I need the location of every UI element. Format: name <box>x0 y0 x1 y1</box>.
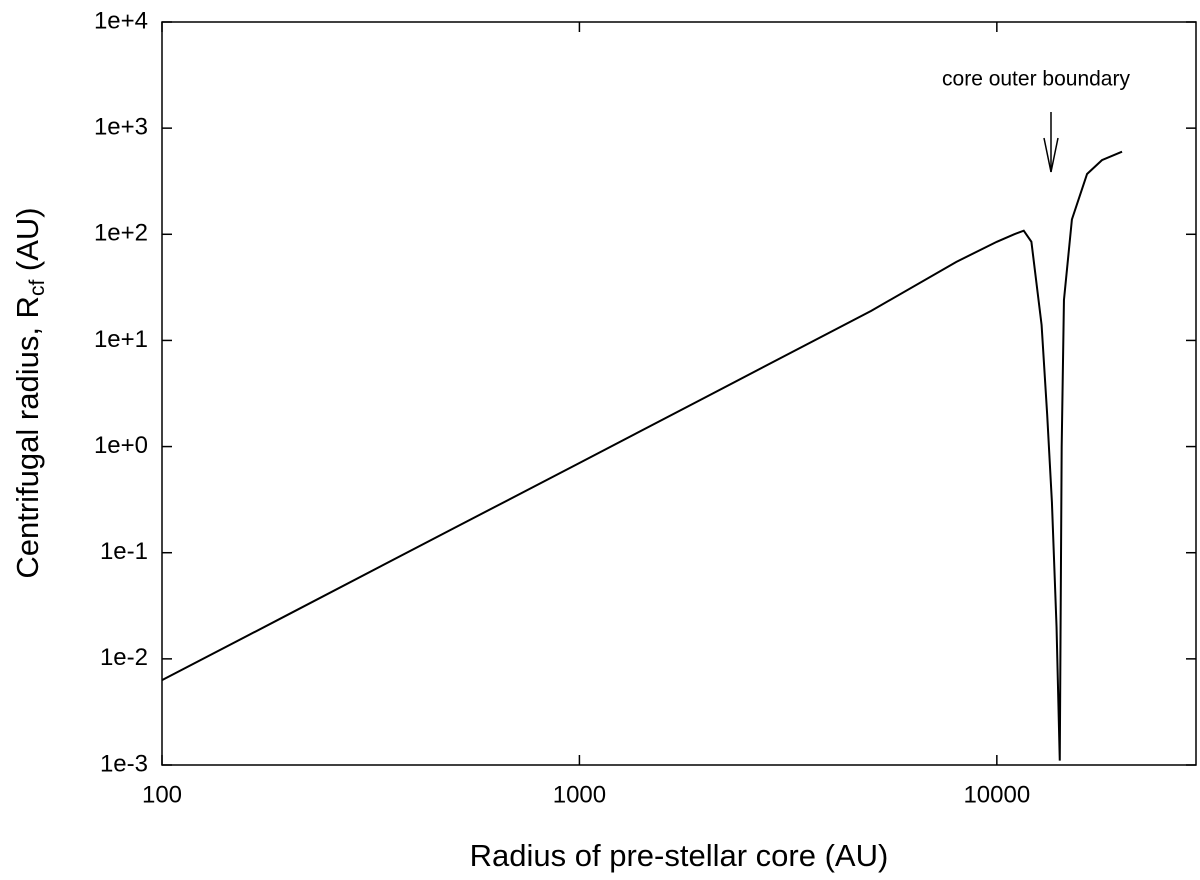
y-tick-label: 1e+3 <box>94 113 148 140</box>
y-label-sub: cf <box>26 280 49 297</box>
data-line <box>161 150 1123 761</box>
y-tick-label: 1e-3 <box>100 750 148 777</box>
x-tick-label: 1000 <box>553 781 606 808</box>
plot-frame <box>161 21 1197 766</box>
y-tick-label: 1e+4 <box>94 7 148 34</box>
x-axis-label: Radius of pre-stellar core (AU) <box>470 838 889 873</box>
y-tick-label: 1e+0 <box>94 432 148 459</box>
x-tick-label: 10000 <box>963 781 1030 808</box>
annotation-arrow <box>1043 112 1059 173</box>
y-label-text: Centrifugal radius, R <box>10 296 45 579</box>
x-tick-label: 100 <box>142 781 182 808</box>
y-axis-label: Centrifugal radius, Rcf (AU) <box>10 207 48 578</box>
annotation: core outer boundary <box>942 68 1130 91</box>
y-tick-label: 1e-1 <box>100 538 148 565</box>
y-label-suffix: (AU) <box>10 207 45 279</box>
y-tick-label: 1e+2 <box>94 220 148 247</box>
y-tick-label: 1e-2 <box>100 644 148 671</box>
y-tick-label: 1e+1 <box>94 326 148 353</box>
